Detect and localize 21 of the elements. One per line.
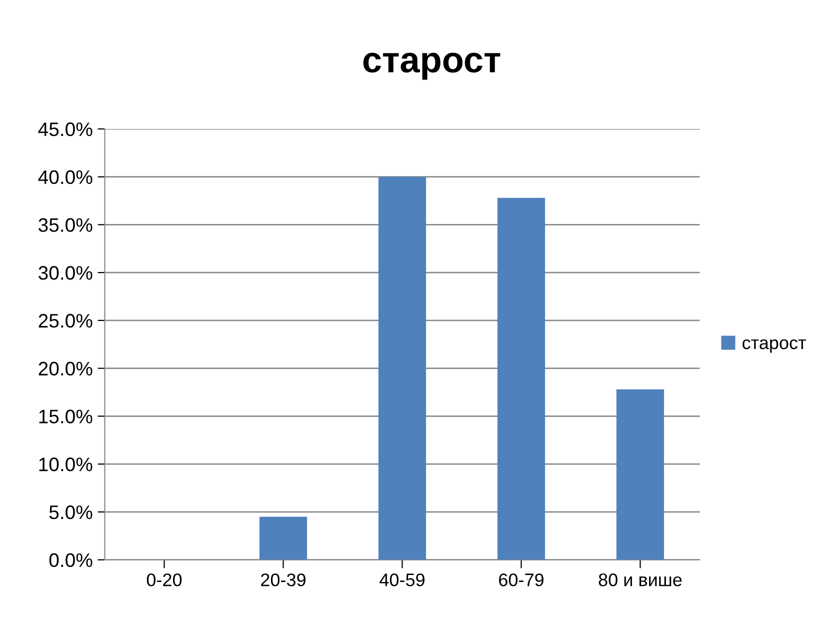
y-tick-label: 35.0% bbox=[38, 218, 92, 232]
bar bbox=[497, 198, 546, 560]
bar bbox=[259, 516, 308, 560]
y-tick-label: 5.0% bbox=[49, 505, 92, 520]
y-tick-label: 30.0% bbox=[38, 266, 92, 280]
y-tick-label: 20.0% bbox=[38, 362, 92, 376]
x-tick-label: 0-20 bbox=[146, 573, 182, 586]
y-tick-label: 40.0% bbox=[38, 170, 92, 184]
bar bbox=[378, 176, 426, 560]
chart-title: старост bbox=[363, 52, 500, 80]
x-tick-label: 80 и више bbox=[598, 573, 682, 586]
x-tick-label: 40-59 bbox=[380, 573, 424, 586]
y-tick-label: 0.0% bbox=[49, 553, 92, 568]
x-tick-label: 20-39 bbox=[261, 573, 306, 586]
y-tick-label: 15.0% bbox=[39, 410, 92, 424]
y-tick-label: 10.0% bbox=[39, 458, 92, 472]
x-tick-label: 60-79 bbox=[499, 573, 544, 586]
bar bbox=[616, 389, 664, 560]
y-tick-label: 25.0% bbox=[38, 314, 92, 328]
legend-label: старост bbox=[742, 339, 806, 353]
y-tick-label: 45.0% bbox=[38, 122, 92, 136]
